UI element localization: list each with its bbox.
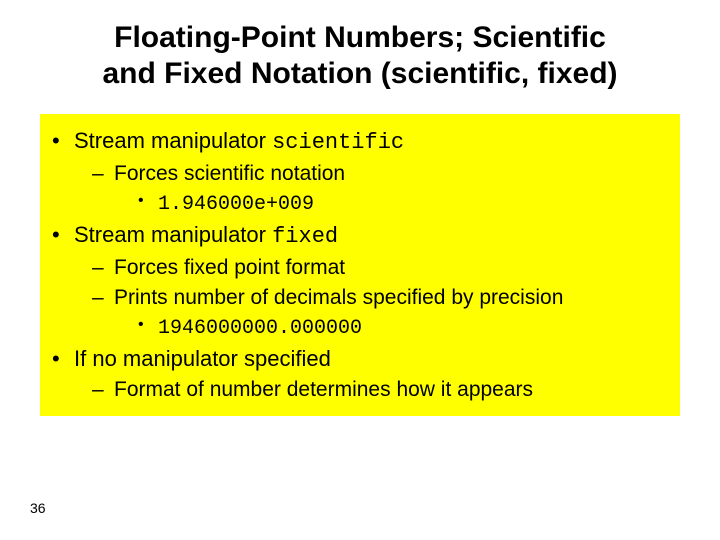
subbullet-forces-fixed: Forces fixed point format [114, 254, 674, 282]
bullet-no-manipulator: If no manipulator specified [74, 344, 674, 374]
subbullet-text: Format of number determines how it appea… [114, 378, 533, 401]
bullet-text: Stream manipulator [74, 128, 272, 153]
code-scientific: scientific [272, 130, 404, 155]
subbullet-precision: Prints number of decimals specified by p… [114, 284, 674, 312]
subbullet-text: Forces fixed point format [114, 256, 345, 279]
subsub-fixed-example: 1946000000.000000 [158, 314, 674, 342]
bullet-text: Stream manipulator [74, 222, 272, 247]
subbullet-text: Prints number of decimals specified by p… [114, 286, 563, 309]
title-line-2: and Fixed Notation (scientific, fixed) [102, 57, 617, 90]
subbullet-text: Forces scientific notation [114, 162, 345, 185]
code-fixed: fixed [272, 224, 338, 249]
page-number: 36 [30, 500, 46, 516]
content-box: Stream manipulator scientific Forces sci… [40, 114, 680, 416]
title-line-1: Floating-Point Numbers; Scientific [114, 21, 606, 54]
subbullet-format-determines: Format of number determines how it appea… [114, 376, 674, 404]
bullet-fixed: Stream manipulator fixed [74, 220, 674, 252]
subsub-scientific-example: 1.946000e+009 [158, 190, 674, 218]
bullet-text: If no manipulator specified [74, 346, 331, 371]
code-example-fixed: 1946000000.000000 [158, 317, 362, 340]
bullet-scientific: Stream manipulator scientific [74, 126, 674, 158]
slide-title: Floating-Point Numbers; Scientific and F… [40, 20, 680, 92]
slide: Floating-Point Numbers; Scientific and F… [0, 0, 720, 540]
code-example-scientific: 1.946000e+009 [158, 193, 314, 216]
subbullet-forces-scientific: Forces scientific notation [114, 160, 674, 188]
